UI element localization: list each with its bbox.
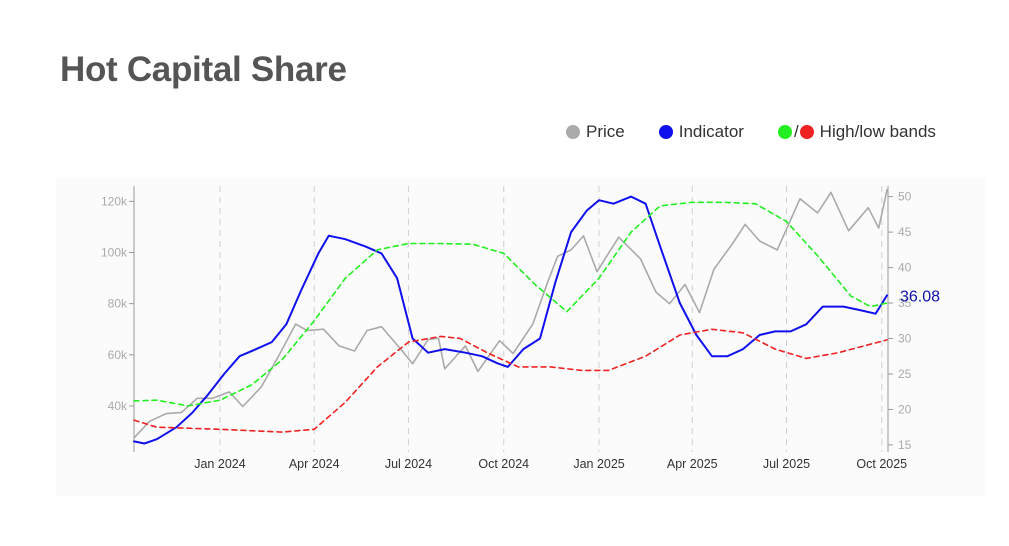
chart-panel: [56, 178, 986, 496]
left-tick-label: 40k: [108, 399, 128, 413]
left-tick-label: 80k: [108, 297, 128, 311]
right-tick-label: 20: [898, 402, 912, 416]
x-tick-label: Jan 2024: [194, 457, 245, 471]
indicator-line: [133, 195, 888, 445]
x-tick-label: Apr 2024: [289, 457, 340, 471]
indicator-last-value-label: 36.08: [900, 288, 940, 305]
right-tick-label: 30: [898, 332, 912, 346]
legend-item-price[interactable]: Price: [566, 122, 625, 142]
legend-item-bands[interactable]: / High/low bands: [777, 122, 936, 142]
x-tick-label: Jul 2024: [385, 457, 432, 471]
x-tick-label: Oct 2024: [478, 457, 529, 471]
legend-label-indicator: Indicator: [678, 122, 744, 141]
right-tick-label: 25: [898, 367, 912, 381]
right-tick-label: 40: [898, 261, 912, 275]
chart-legend: Price Indicator / High/low bands: [566, 122, 936, 142]
left-tick-label: 100k: [101, 246, 128, 260]
left-tick-label: 120k: [101, 194, 128, 208]
legend-slash: /: [793, 122, 799, 141]
right-tick-label: 45: [898, 225, 912, 239]
page-title: Hot Capital Share: [60, 50, 347, 89]
x-tick-label: Jan 2025: [573, 457, 624, 471]
low-band-line: [133, 328, 888, 433]
legend-label-price: Price: [586, 122, 625, 141]
low-band-dot-icon: [799, 125, 814, 139]
price-line: [133, 189, 888, 439]
right-tick-label: 35: [898, 296, 912, 310]
price-dot-icon: [566, 125, 580, 139]
left-tick-label: 60k: [108, 348, 128, 362]
x-tick-label: Oct 2025: [856, 457, 907, 471]
legend-item-indicator[interactable]: Indicator: [658, 122, 744, 142]
x-tick-label: Jul 2025: [763, 457, 810, 471]
high-band-line: [133, 201, 888, 407]
x-tick-label: Apr 2025: [667, 457, 718, 471]
indicator-dot-icon: [658, 125, 673, 139]
right-tick-label: 50: [898, 190, 912, 204]
legend-label-bands: High/low bands: [819, 122, 936, 141]
high-band-dot-icon: [777, 125, 792, 139]
right-tick-label: 15: [898, 438, 912, 452]
